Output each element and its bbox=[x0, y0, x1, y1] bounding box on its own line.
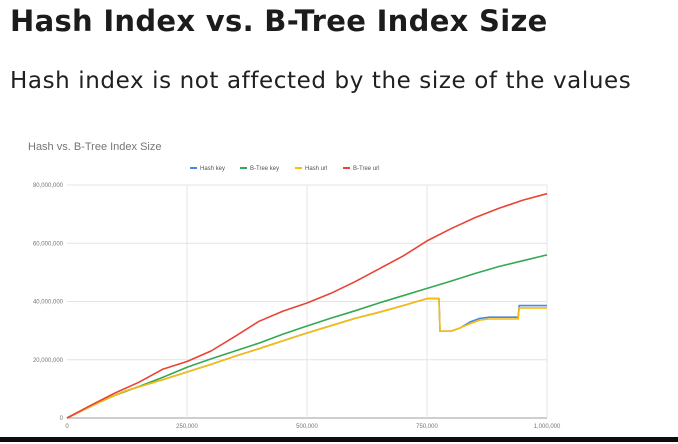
y-tick-label: 60,000,000 bbox=[33, 241, 64, 247]
series-line-hash-url bbox=[66, 297, 547, 419]
chart-legend: Hash key B-Tree key Hash url B-Tree url bbox=[190, 166, 379, 172]
slide-title: Hash Index vs. B-Tree Index Size bbox=[10, 4, 548, 38]
legend-item: B-Tree key bbox=[240, 166, 279, 172]
series-line-b-tree-key bbox=[66, 254, 548, 419]
chart-title: Hash vs. B-Tree Index Size bbox=[28, 141, 161, 153]
x-tick-label: 750,000 bbox=[416, 424, 438, 430]
y-tick-label: 40,000,000 bbox=[33, 300, 64, 306]
legend-label: B-Tree url bbox=[353, 166, 379, 172]
slide-subtitle: Hash index is not affected by the size o… bbox=[10, 68, 632, 94]
legend-item: B-Tree url bbox=[343, 166, 379, 172]
x-tick-label: 250,000 bbox=[176, 424, 198, 430]
x-tick-label: 1,000,000 bbox=[534, 424, 561, 430]
chart-svg: Hash vs. B-Tree Index Size Hash key B-Tre… bbox=[28, 141, 561, 430]
legend-label: B-Tree key bbox=[250, 166, 279, 172]
x-tick-label: 500,000 bbox=[296, 424, 318, 430]
x-tick-label: 0 bbox=[65, 424, 69, 430]
legend-item: Hash url bbox=[295, 166, 327, 172]
legend-label: Hash key bbox=[200, 166, 225, 172]
bottom-divider bbox=[0, 437, 678, 442]
y-tick-label: 20,000,000 bbox=[33, 358, 64, 364]
chart-axis-labels: 0 20,000,000 40,000,000 60,000,000 80,000,00… bbox=[33, 183, 561, 430]
series-line-b-tree-url bbox=[66, 192, 548, 419]
index-size-chart: Hash vs. B-Tree Index Size Hash key B-Tre… bbox=[0, 128, 678, 438]
y-tick-label: 0 bbox=[60, 416, 64, 422]
legend-label: Hash url bbox=[305, 166, 327, 172]
chart-series-lines bbox=[66, 192, 548, 419]
chart-gridlines bbox=[67, 184, 548, 419]
legend-item: Hash key bbox=[190, 166, 225, 172]
y-tick-label: 80,000,000 bbox=[33, 183, 64, 189]
